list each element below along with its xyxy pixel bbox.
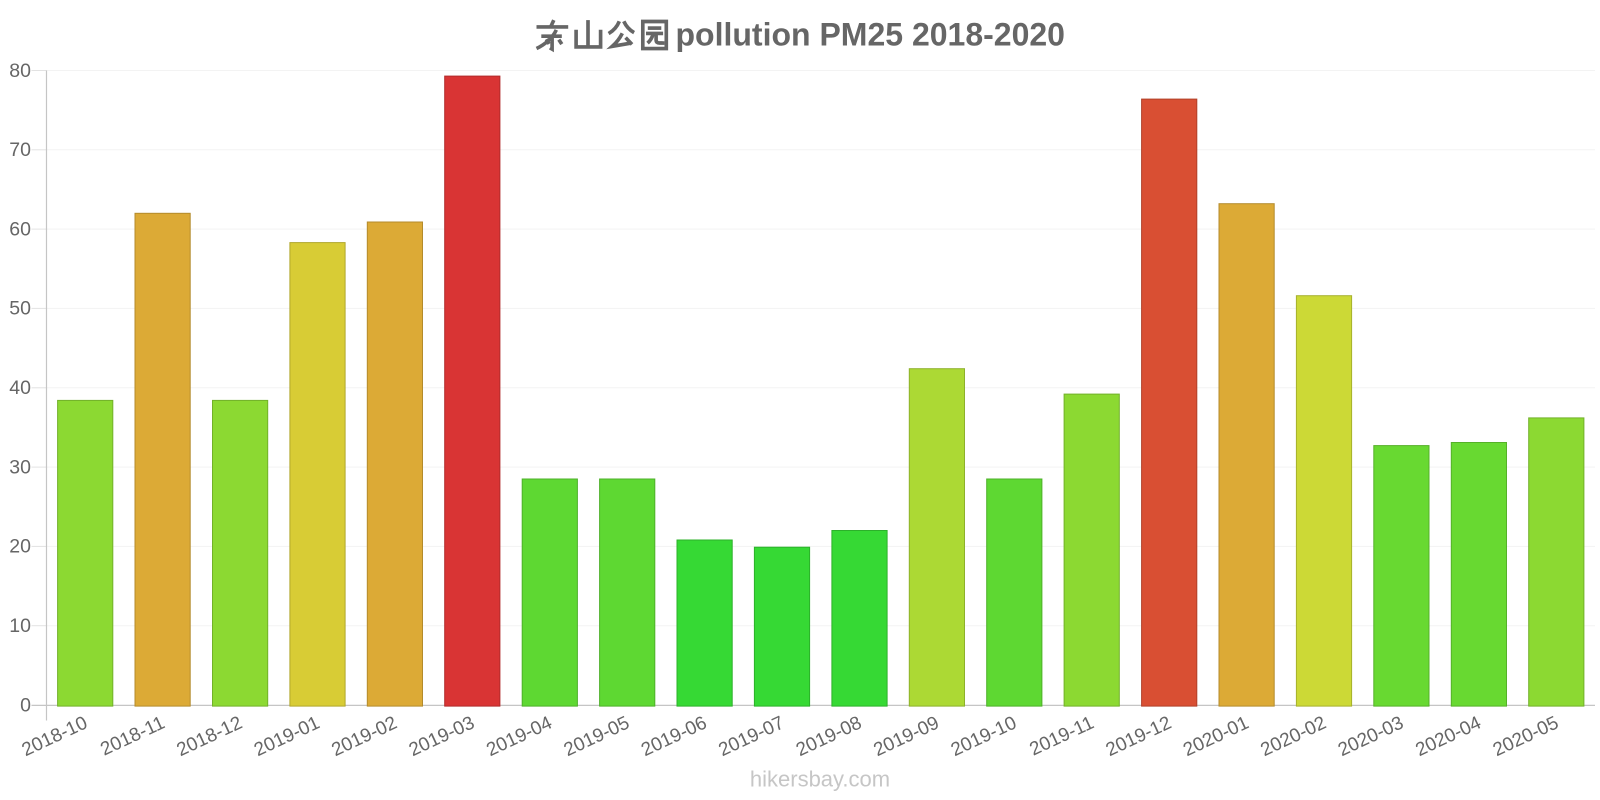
- svg-text:2019-11: 2019-11: [1027, 712, 1098, 760]
- svg-text:2019-03: 2019-03: [406, 712, 478, 761]
- svg-text:2020-01: 2020-01: [1180, 712, 1252, 761]
- svg-text:pollution PM25 2018-2020: pollution PM25 2018-2020: [676, 16, 1065, 52]
- svg-text:hikersbay.com: hikersbay.com: [750, 767, 890, 792]
- svg-text:50: 50: [9, 298, 31, 320]
- svg-text:2020-03: 2020-03: [1335, 712, 1407, 761]
- svg-text:40: 40: [9, 377, 31, 399]
- svg-text:2018-12: 2018-12: [174, 712, 246, 761]
- svg-text:2019-10: 2019-10: [948, 712, 1020, 761]
- svg-text:60: 60: [9, 218, 31, 240]
- svg-text:2018-10: 2018-10: [19, 712, 91, 761]
- svg-text:2019-07: 2019-07: [716, 712, 788, 761]
- svg-text:2019-08: 2019-08: [793, 712, 865, 761]
- svg-text:2019-09: 2019-09: [870, 712, 942, 761]
- svg-text:2020-02: 2020-02: [1258, 712, 1330, 761]
- svg-text:2019-01: 2019-01: [251, 712, 323, 761]
- svg-text:2018-11: 2018-11: [97, 712, 168, 760]
- svg-text:2019-06: 2019-06: [638, 712, 710, 761]
- svg-text:2019-05: 2019-05: [561, 712, 633, 761]
- svg-text:2019-12: 2019-12: [1103, 712, 1175, 761]
- svg-text:2019-04: 2019-04: [483, 712, 555, 761]
- svg-text:2020-05: 2020-05: [1490, 712, 1562, 761]
- svg-text:0: 0: [20, 694, 31, 716]
- svg-text:80: 80: [9, 60, 31, 82]
- svg-text:2020-04: 2020-04: [1412, 712, 1484, 761]
- svg-text:10: 10: [9, 615, 31, 637]
- svg-text:30: 30: [9, 456, 31, 478]
- svg-text:70: 70: [9, 139, 31, 161]
- svg-text:20: 20: [9, 536, 31, 558]
- svg-text:2019-02: 2019-02: [328, 712, 400, 761]
